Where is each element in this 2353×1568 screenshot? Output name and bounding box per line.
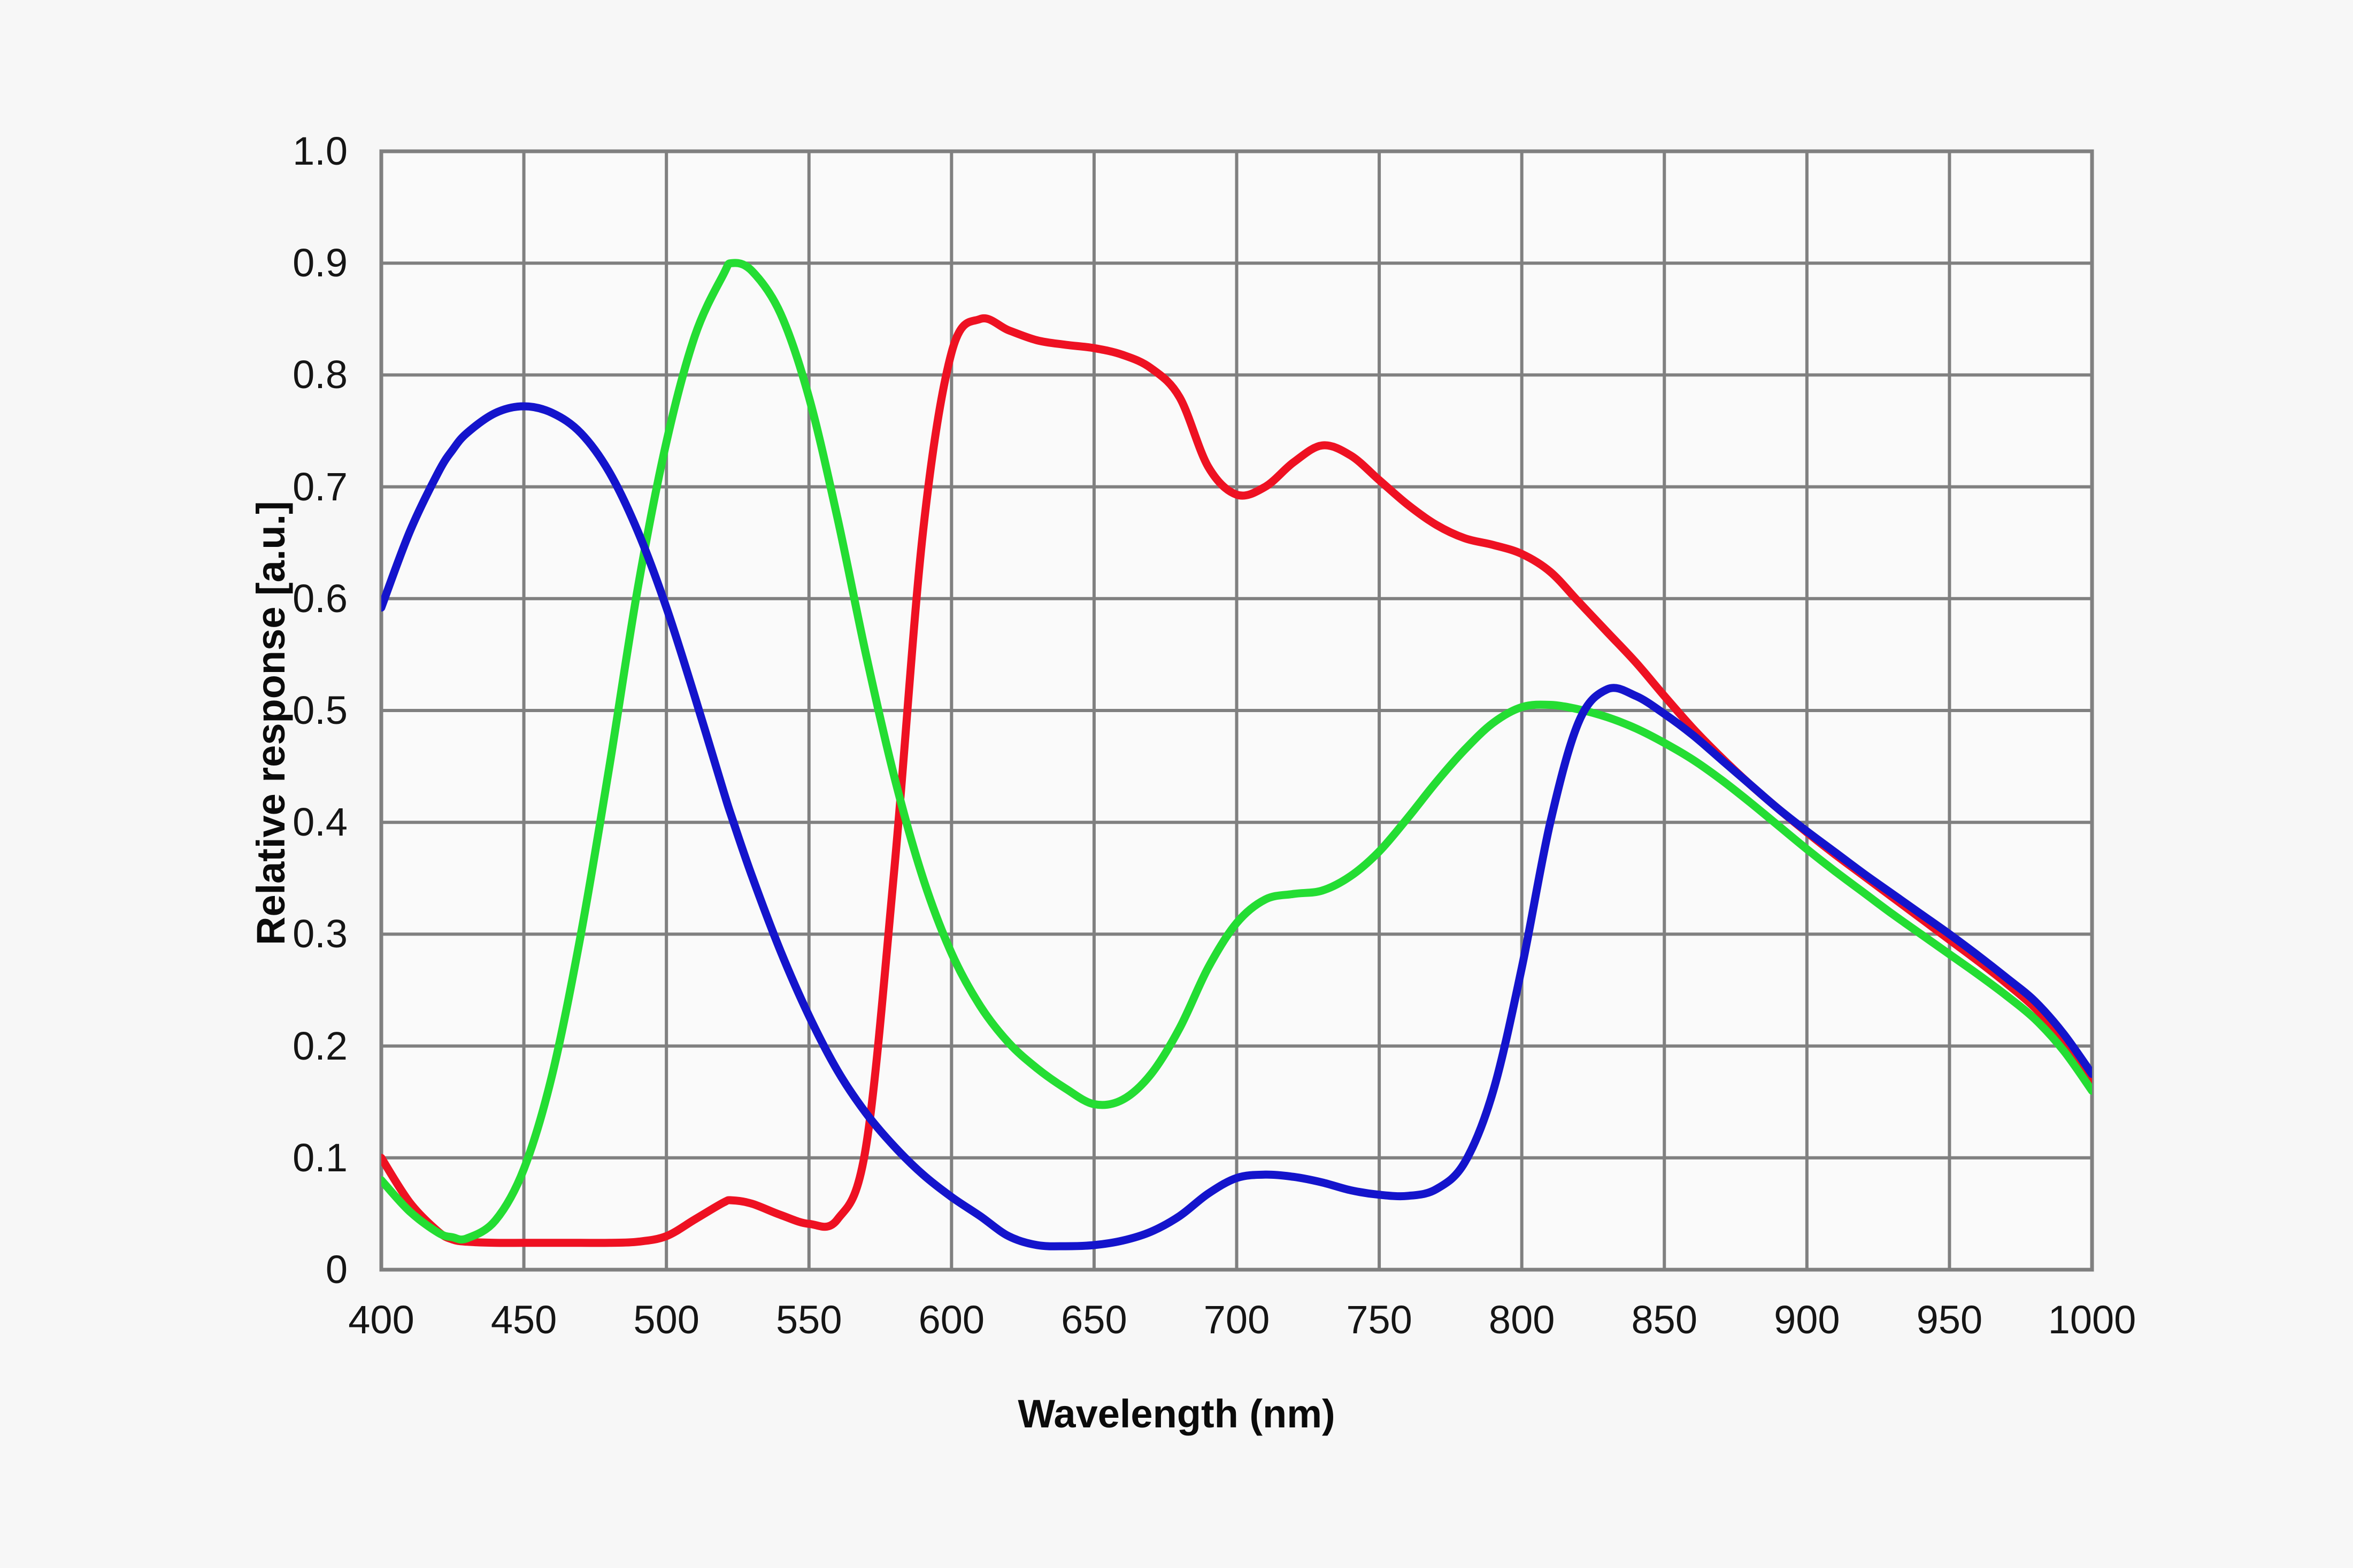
y-tick-label: 0.7 xyxy=(293,464,348,509)
y-tick-label: 0.9 xyxy=(293,241,348,285)
y-tick-label: 0.8 xyxy=(293,352,348,397)
x-tick-label: 850 xyxy=(1631,1297,1697,1342)
x-axis-title: Wavelength (nm) xyxy=(1018,1392,1335,1436)
x-tick-label: 1000 xyxy=(2048,1297,2136,1342)
y-tick-label: 1.0 xyxy=(293,129,348,173)
y-tick-label: 0 xyxy=(325,1247,348,1292)
data-line-green-channel xyxy=(381,259,2092,1244)
y-axis-title: Relative response [a.u.] xyxy=(249,501,293,945)
gridlines-group xyxy=(381,151,2092,1270)
x-tick-label: 500 xyxy=(633,1297,699,1342)
y-tick-label: 0.4 xyxy=(293,800,348,845)
y-tick-label: 0.1 xyxy=(293,1135,348,1180)
y-tick-label: 0.5 xyxy=(293,688,348,732)
x-tick-label: 650 xyxy=(1061,1297,1127,1342)
x-tick-label: 600 xyxy=(918,1297,985,1342)
x-tick-label: 550 xyxy=(776,1297,842,1342)
y-tick-label: 0.3 xyxy=(293,912,348,956)
y-tick-label: 0.2 xyxy=(293,1023,348,1068)
x-tick-label: 800 xyxy=(1488,1297,1555,1342)
x-tick-label: 750 xyxy=(1346,1297,1412,1342)
plot-frame xyxy=(379,149,2094,1272)
data-line-blue-channel xyxy=(381,402,2092,1250)
y-tick-label: 0.6 xyxy=(293,576,348,621)
x-tick-label: 900 xyxy=(1774,1297,1840,1342)
data-series-group xyxy=(381,259,2092,1250)
x-tick-label: 400 xyxy=(348,1297,414,1342)
x-tick-label: 450 xyxy=(490,1297,557,1342)
x-tick-label: 950 xyxy=(1916,1297,1983,1342)
x-tick-label: 700 xyxy=(1203,1297,1270,1342)
